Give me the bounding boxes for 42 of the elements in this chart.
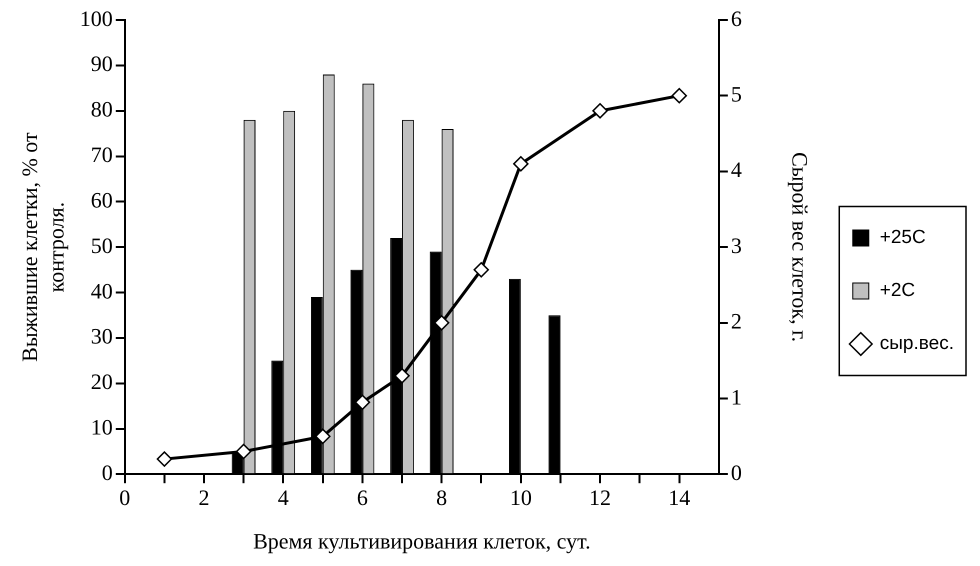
point [354,394,370,410]
point [156,451,172,467]
point [672,88,688,104]
x-tick-label: 8 [436,485,448,510]
point [592,103,608,119]
y-tick-label: 10 [90,414,113,440]
x-tick-label: 2 [198,485,210,510]
x-tick-label: 10 [510,485,532,510]
x-tick-label: 6 [356,485,368,510]
y-tick-label: 60 [90,187,113,212]
point [434,315,450,331]
point [473,262,489,278]
y-tick-label: 70 [90,142,113,168]
y-axis-title: Выжившие клетки, % от контроля. [16,132,68,362]
x-tick-label: 4 [278,485,289,510]
y2-tick-label: 3 [730,232,742,258]
y-tick-label: 40 [90,278,113,304]
y-tick-label: 20 [90,369,113,394]
x-tick-label: 12 [589,485,612,510]
y2-tick-label: 6 [730,6,742,31]
legend-label: +25C [880,227,926,248]
y2-axis-title: Сырой вес клеток, г. [787,152,812,342]
legend-label: сыр.вес. [880,333,954,354]
y2-tick-label: 0 [730,460,742,485]
point [315,428,331,444]
y-tick-label: 80 [90,96,113,122]
point [513,156,529,172]
y2-tick-label: 1 [730,384,742,410]
point [394,368,410,384]
x-tick-label: 0 [119,485,130,510]
y-tick-label: 30 [90,324,113,349]
y2-tick-label: 2 [730,308,742,334]
x-axis-title: Время культивирования клеток, сут. [253,528,591,554]
y-tick-label: 90 [90,51,113,76]
x-tick-label: 14 [668,485,690,510]
y2-tick-label: 5 [730,81,742,106]
y-tick-label: 0 [102,460,113,485]
y-tick-label: 50 [90,232,113,258]
y-tick-label: 100 [80,6,113,31]
y2-tick-label: 4 [730,157,742,182]
point [236,444,252,460]
legend-label: +2C [880,280,916,302]
